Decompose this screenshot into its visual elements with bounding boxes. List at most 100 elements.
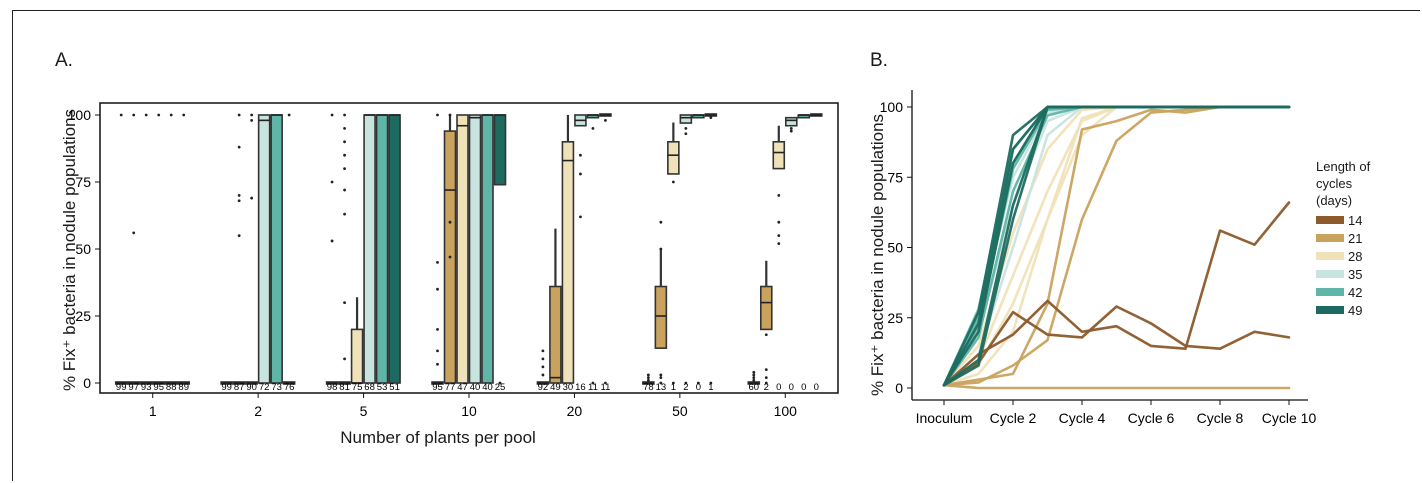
outlier-point bbox=[237, 199, 241, 203]
outlier-point bbox=[659, 220, 663, 224]
outlier-point bbox=[646, 378, 650, 382]
x-tick-label: Cycle 4 bbox=[1059, 410, 1106, 426]
y-tick-label: 100 bbox=[68, 107, 92, 123]
legend-entry: 42 bbox=[1316, 283, 1370, 301]
sample-count-label: 88 bbox=[166, 382, 177, 393]
sample-count-label: 98 bbox=[327, 382, 338, 393]
outlier-point bbox=[330, 113, 334, 117]
outlier-point bbox=[157, 113, 161, 117]
sample-count-label: 95 bbox=[432, 382, 443, 393]
outlier-point bbox=[132, 231, 136, 235]
outlier-point bbox=[343, 140, 346, 144]
outlier-point bbox=[684, 381, 688, 385]
outlier-point bbox=[659, 373, 663, 377]
sample-count-label: 51 bbox=[389, 382, 400, 393]
outlier-point bbox=[169, 113, 173, 117]
outlier-point bbox=[436, 349, 439, 353]
outlier-point bbox=[237, 145, 241, 149]
sample-count-label: 92 bbox=[538, 382, 549, 393]
sample-count-label: 11 bbox=[588, 382, 598, 393]
legend-swatch bbox=[1316, 216, 1344, 224]
legend-entry: 21 bbox=[1316, 229, 1370, 247]
x-tick-label: 2 bbox=[254, 403, 262, 419]
series-line-14 bbox=[942, 305, 1291, 387]
legend-swatch bbox=[1316, 288, 1344, 296]
outlier-point bbox=[250, 196, 254, 200]
sample-count-label: 0 bbox=[814, 382, 819, 393]
box bbox=[257, 114, 271, 384]
outlier-point bbox=[764, 381, 768, 385]
outlier-point bbox=[132, 113, 136, 117]
outlier-point bbox=[330, 180, 334, 184]
outlier-point bbox=[579, 172, 582, 176]
outlier-point bbox=[436, 362, 439, 366]
outlier-point bbox=[604, 381, 607, 385]
outlier-point bbox=[343, 188, 346, 192]
sample-count-label: 95 bbox=[153, 382, 164, 393]
outlier-point bbox=[659, 376, 663, 380]
box bbox=[679, 114, 693, 124]
legend-label: 28 bbox=[1348, 248, 1363, 264]
y-tick-label: 75 bbox=[75, 174, 91, 190]
outlier-point bbox=[789, 126, 793, 130]
sample-count-label: 1 bbox=[708, 382, 713, 393]
sample-count-label: 40 bbox=[482, 382, 493, 393]
x-tick-label: Cycle 6 bbox=[1128, 410, 1175, 426]
y-tick-label: 75 bbox=[887, 169, 903, 185]
outlier-point bbox=[119, 113, 123, 117]
sample-count-label: 81 bbox=[339, 382, 350, 393]
x-tick-label: 10 bbox=[461, 403, 477, 419]
outlier-point bbox=[448, 255, 452, 259]
sample-count-label: 49 bbox=[550, 382, 561, 393]
outlier-point bbox=[777, 220, 781, 224]
outlier-point bbox=[287, 113, 291, 117]
outlier-point bbox=[541, 349, 545, 353]
box bbox=[456, 114, 469, 384]
outlier-point bbox=[684, 132, 688, 136]
outlier-point bbox=[343, 153, 346, 157]
outlier-point bbox=[659, 381, 663, 385]
legend-label: 21 bbox=[1348, 230, 1363, 246]
y-tick-label: 100 bbox=[880, 99, 904, 115]
legend-label: 49 bbox=[1348, 302, 1363, 318]
sample-count-label: 25 bbox=[495, 382, 506, 393]
outlier-point bbox=[498, 381, 502, 385]
sample-count-label: 99 bbox=[221, 382, 232, 393]
panel-a-label: A. bbox=[55, 50, 73, 71]
outlier-point bbox=[646, 376, 650, 380]
outlier-point bbox=[777, 234, 781, 238]
outlier-point bbox=[764, 333, 768, 337]
y-tick-label: 25 bbox=[887, 310, 903, 326]
outlier-point bbox=[579, 153, 582, 157]
legend-entry: 28 bbox=[1316, 247, 1370, 265]
sample-count-label: 87 bbox=[234, 382, 245, 393]
outlier-point bbox=[671, 180, 675, 184]
outlier-point bbox=[709, 116, 713, 120]
sample-count-label: 2 bbox=[683, 382, 688, 393]
outlier-point bbox=[436, 261, 439, 264]
outlier-point bbox=[436, 113, 439, 117]
legend-entry: 14 bbox=[1316, 211, 1370, 229]
figure-frame bbox=[12, 10, 1420, 481]
sample-count-label: 99 bbox=[116, 382, 127, 393]
outlier-point bbox=[343, 113, 346, 117]
outlier-point bbox=[436, 287, 439, 291]
outlier-point bbox=[144, 113, 148, 117]
outlier-point bbox=[764, 376, 768, 380]
legend-entry: 49 bbox=[1316, 301, 1370, 319]
outlier-point bbox=[777, 194, 781, 197]
outlier-point bbox=[448, 220, 452, 224]
sample-count-label: 11 bbox=[600, 382, 610, 393]
x-tick-label: Cycle 8 bbox=[1197, 410, 1244, 426]
sample-count-label: 77 bbox=[445, 382, 456, 393]
outlier-point bbox=[330, 239, 334, 243]
series-line-49 bbox=[942, 105, 1291, 387]
y-tick-label: 50 bbox=[75, 241, 91, 257]
outlier-point bbox=[343, 301, 346, 304]
panel-b-label: B. bbox=[870, 50, 888, 71]
outlier-point bbox=[752, 373, 756, 377]
legend-swatch bbox=[1316, 306, 1344, 314]
outlier-point bbox=[752, 376, 756, 380]
sample-count-label: 30 bbox=[563, 382, 574, 393]
